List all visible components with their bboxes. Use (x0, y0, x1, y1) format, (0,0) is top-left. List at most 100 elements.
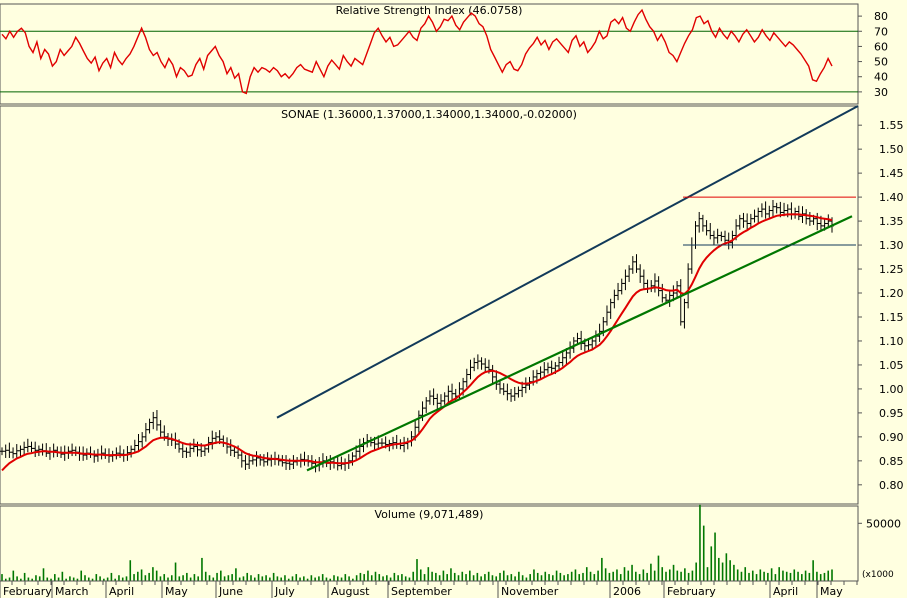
upper-channel-line (276, 105, 859, 419)
price-bar (545, 362, 550, 374)
x-axis: February March April May June July August Septe… (0, 580, 858, 598)
price-bar (468, 359, 473, 380)
price-bar (807, 211, 812, 226)
price-bar (243, 455, 248, 470)
price-bar (759, 203, 764, 218)
rsi-panel: Relative Strength Index (46.0758) 30 40 50… (0, 3, 888, 105)
price-bar (767, 205, 772, 218)
price-bar (424, 397, 429, 413)
price-ytick-label: 1.30 (879, 239, 904, 252)
price-bar (774, 202, 779, 214)
price-bar (254, 451, 259, 467)
price-bar (180, 442, 185, 458)
price-bar (132, 439, 137, 454)
price-bar (557, 356, 562, 371)
x-tick-label: February (667, 585, 716, 598)
price-bar (752, 209, 757, 223)
price-bar (291, 455, 296, 469)
price-bar (442, 392, 447, 405)
price-ytick-label: 0.90 (879, 431, 904, 444)
price-bar (656, 276, 661, 297)
price-ytick-label: 1.20 (879, 287, 904, 300)
price-bar (0, 447, 4, 456)
price-bar (22, 441, 27, 456)
x-tick-label: July (274, 585, 295, 598)
price-bar (136, 433, 141, 453)
price-bar (202, 445, 207, 457)
price-bar (140, 432, 145, 448)
rsi-ytick-label: 70 (874, 25, 888, 38)
price-bar (25, 438, 30, 453)
price-bar (129, 445, 134, 458)
price-ytick-label: 1.00 (879, 383, 904, 396)
price-bar (147, 418, 152, 434)
price-bar (678, 279, 683, 326)
price-bar (804, 209, 809, 225)
price-bar (667, 289, 672, 307)
price-bar (184, 447, 189, 458)
price-bar (14, 444, 19, 458)
price-bar (505, 383, 510, 401)
price-bar (737, 214, 742, 230)
price-bar (796, 205, 801, 221)
x-tick-label: April (109, 585, 134, 598)
x-tick-label: March (55, 585, 89, 598)
x-tick-label: May (165, 585, 188, 598)
price-ytick-label: 1.05 (879, 359, 904, 372)
lower-channel-line (306, 215, 853, 472)
price-ytick-label: 1.10 (879, 335, 904, 348)
moving-average-line (1, 213, 833, 472)
price-bar (590, 337, 595, 349)
price-bar (512, 386, 517, 401)
price-bar (284, 455, 289, 470)
price-bar (210, 430, 215, 450)
price-bar (756, 207, 761, 224)
price-bar (151, 411, 156, 430)
price-ytick-label: 1.25 (879, 263, 904, 276)
price-bar (3, 444, 8, 458)
price-bar (29, 441, 34, 453)
price-bar (239, 451, 244, 468)
price-bar (619, 278, 624, 295)
price-bar (538, 366, 543, 380)
price-bar (627, 265, 632, 282)
price-bar (564, 348, 569, 365)
x-tick-label: April (773, 585, 798, 598)
price-bar (700, 214, 705, 232)
price-bar (494, 370, 499, 390)
price-bar (708, 223, 713, 240)
price-panel-frame (0, 105, 859, 505)
volume-panel: Volume (9,071,489) 50000 (x1000 (0, 504, 901, 582)
price-bar (612, 289, 617, 309)
price-bar (630, 256, 635, 274)
price-bar (450, 383, 455, 400)
price-panel: SONAE (1.36000,1.37000,1.34000,1.34000,-… (0, 105, 904, 505)
price-bar (427, 390, 432, 405)
price-bar (634, 254, 639, 273)
rsi-ytick-label: 40 (874, 71, 888, 84)
price-bar (261, 454, 266, 467)
price-bar (770, 199, 775, 218)
price-ytick-label: 1.55 (879, 119, 904, 132)
price-ytick-label: 1.45 (879, 167, 904, 180)
price-bar (143, 422, 148, 442)
volume-ytick-label: 50000 (866, 517, 901, 530)
price-bar (623, 269, 628, 291)
price-bar (33, 441, 38, 458)
price-bar (70, 443, 75, 457)
price-bar (826, 214, 831, 228)
rsi-panel-frame (0, 3, 859, 105)
price-bar (723, 230, 728, 245)
price-bar (379, 438, 384, 448)
x-tick-label: May (820, 585, 843, 598)
price-bar (516, 386, 521, 398)
price-bar (464, 368, 469, 388)
price-bar (682, 298, 687, 329)
price-bar (501, 383, 506, 396)
price-bar (438, 394, 443, 409)
price-bar (745, 213, 750, 230)
price-bar (638, 264, 643, 283)
price-bar (748, 213, 753, 229)
price-ytick-label: 1.35 (879, 215, 904, 228)
